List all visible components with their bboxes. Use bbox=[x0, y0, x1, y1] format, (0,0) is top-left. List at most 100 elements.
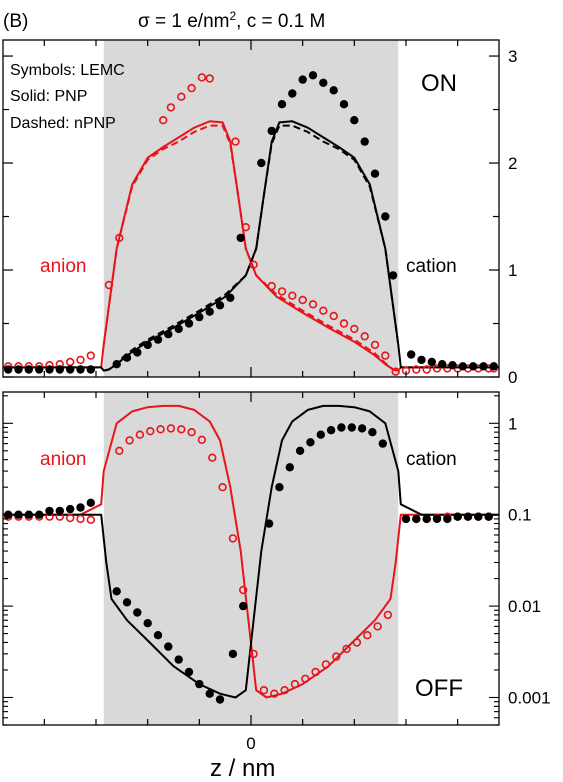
anion-lemc-point bbox=[350, 324, 359, 334]
cation-lemc-point bbox=[484, 512, 493, 521]
cation-lemc-point bbox=[360, 137, 369, 146]
anion-lemc-point bbox=[177, 425, 186, 434]
anion-lemc-point bbox=[381, 351, 390, 360]
cation-lemc-point bbox=[45, 506, 54, 516]
cation-lemc-point bbox=[215, 695, 225, 704]
cation-lemc-point bbox=[401, 514, 411, 524]
cation-lemc-point bbox=[448, 361, 457, 370]
anion-lemc-point bbox=[205, 74, 214, 83]
anion-lemc-point bbox=[135, 430, 145, 439]
cation-lemc-point bbox=[35, 365, 44, 374]
cation-lemc-point bbox=[378, 439, 387, 448]
y-tick-label: 0.001 bbox=[508, 688, 551, 707]
cation-lemc-point bbox=[474, 512, 483, 521]
cation-lemc-point bbox=[184, 667, 194, 677]
y-tick-label: 0.1 bbox=[508, 506, 532, 525]
anion-lemc-point bbox=[432, 364, 442, 373]
anion-lemc-point bbox=[373, 622, 382, 631]
anion-lemc-point bbox=[301, 674, 310, 683]
anion-lemc-point bbox=[146, 427, 155, 436]
cation-lemc-point bbox=[133, 608, 142, 617]
y-tick-label: 3 bbox=[508, 47, 517, 66]
anion-lemc-point bbox=[76, 355, 85, 365]
cation-npnp-curve bbox=[103, 124, 400, 372]
cation-lemc-point bbox=[195, 679, 204, 689]
cation-lemc-point bbox=[422, 514, 431, 524]
anion-lemc-point bbox=[370, 340, 380, 350]
cation-label: cation bbox=[406, 256, 457, 277]
cation-lemc-point bbox=[164, 642, 173, 651]
cation-lemc-point bbox=[143, 340, 152, 350]
cation-lemc-point bbox=[329, 86, 338, 95]
anion-lemc-point bbox=[329, 311, 338, 321]
anion-lemc-point bbox=[231, 137, 240, 146]
anion-npnp-curve bbox=[102, 124, 399, 372]
off-label: OFF bbox=[415, 675, 463, 702]
y-tick-label: 0 bbox=[508, 368, 517, 387]
anion-lemc-point bbox=[332, 652, 341, 661]
anion-lemc-point bbox=[339, 319, 349, 328]
cation-lemc-point bbox=[417, 355, 426, 365]
cation-lemc-point bbox=[174, 655, 183, 664]
cation-lemc-point bbox=[308, 71, 318, 80]
anion-lemc-point bbox=[422, 365, 431, 374]
anion-lemc-point bbox=[391, 367, 400, 376]
cation-lemc-point bbox=[288, 89, 297, 98]
cation-lemc-point bbox=[277, 100, 287, 109]
cation-lemc-point bbox=[153, 631, 163, 640]
cation-lemc-point bbox=[368, 428, 377, 437]
cation-lemc-point bbox=[275, 483, 284, 492]
cation-lemc-point bbox=[4, 365, 13, 374]
cation-lemc-point bbox=[205, 689, 214, 698]
cation-lemc-point bbox=[24, 510, 33, 519]
chart-title-sup: 2 bbox=[229, 9, 236, 23]
anion-lemc-point bbox=[308, 300, 318, 309]
cation-lemc-point bbox=[66, 504, 75, 514]
cation-lemc-point bbox=[285, 463, 294, 472]
legend-symbols: Symbols: LEMC bbox=[10, 62, 125, 79]
anion-lemc-point bbox=[412, 365, 421, 374]
cation-lemc-point bbox=[174, 324, 183, 334]
anion-lemc-point bbox=[249, 649, 258, 659]
cation-lemc-point bbox=[14, 510, 23, 519]
cation-lemc-point bbox=[239, 601, 248, 611]
legend-dashed: Dashed: nPNP bbox=[10, 115, 116, 132]
anion-lemc-point bbox=[259, 685, 269, 695]
anion-lemc-point bbox=[197, 435, 207, 444]
cation-lemc-point bbox=[195, 312, 204, 322]
anion-lemc-point bbox=[319, 306, 328, 315]
anion-lemc-point bbox=[277, 287, 287, 296]
x-tick-label: 0 bbox=[246, 734, 255, 753]
anion-lemc-point bbox=[187, 83, 196, 93]
anion-lemc-point bbox=[218, 483, 227, 492]
cation-lemc-point bbox=[153, 335, 163, 344]
y-tick-label: 0.01 bbox=[508, 597, 541, 616]
panel-on: 0 1 2 3 Symbols: LEMC Solid: PNP Dashed: nP… bbox=[2, 39, 517, 387]
anion-lemc-point bbox=[115, 446, 124, 455]
cation-lemc-point bbox=[76, 365, 85, 374]
cation-lemc-point bbox=[469, 362, 478, 371]
anion-lemc-point bbox=[208, 453, 217, 462]
cation-lemc-point bbox=[438, 360, 447, 369]
cation-lemc-point bbox=[55, 506, 64, 516]
cation-lemc-point bbox=[133, 348, 142, 357]
anion-lemc-point bbox=[166, 424, 176, 433]
cation-lemc-point bbox=[347, 423, 356, 432]
anion-lemc-point bbox=[104, 280, 114, 290]
cation-lemc-point bbox=[228, 649, 238, 659]
anion-lemc-point bbox=[115, 233, 124, 243]
cation-lemc-point bbox=[55, 365, 64, 374]
cation-lemc-point bbox=[412, 514, 421, 524]
anion-lemc-point bbox=[290, 679, 300, 689]
anion-label: anion bbox=[40, 449, 87, 470]
cation-lemc-point bbox=[86, 498, 96, 507]
series-group bbox=[3, 71, 499, 376]
cation-lemc-point bbox=[76, 503, 85, 512]
tick-group: 0 0.001 0.01 0.1 1 bbox=[3, 392, 551, 753]
legend-solid: Solid: PNP bbox=[10, 88, 87, 105]
anion-lemc-point bbox=[125, 436, 134, 445]
anion-lemc-point bbox=[270, 689, 279, 698]
panel-label: (B) bbox=[3, 11, 28, 32]
chart-title-tail: , c = 0.1 M bbox=[236, 11, 325, 32]
